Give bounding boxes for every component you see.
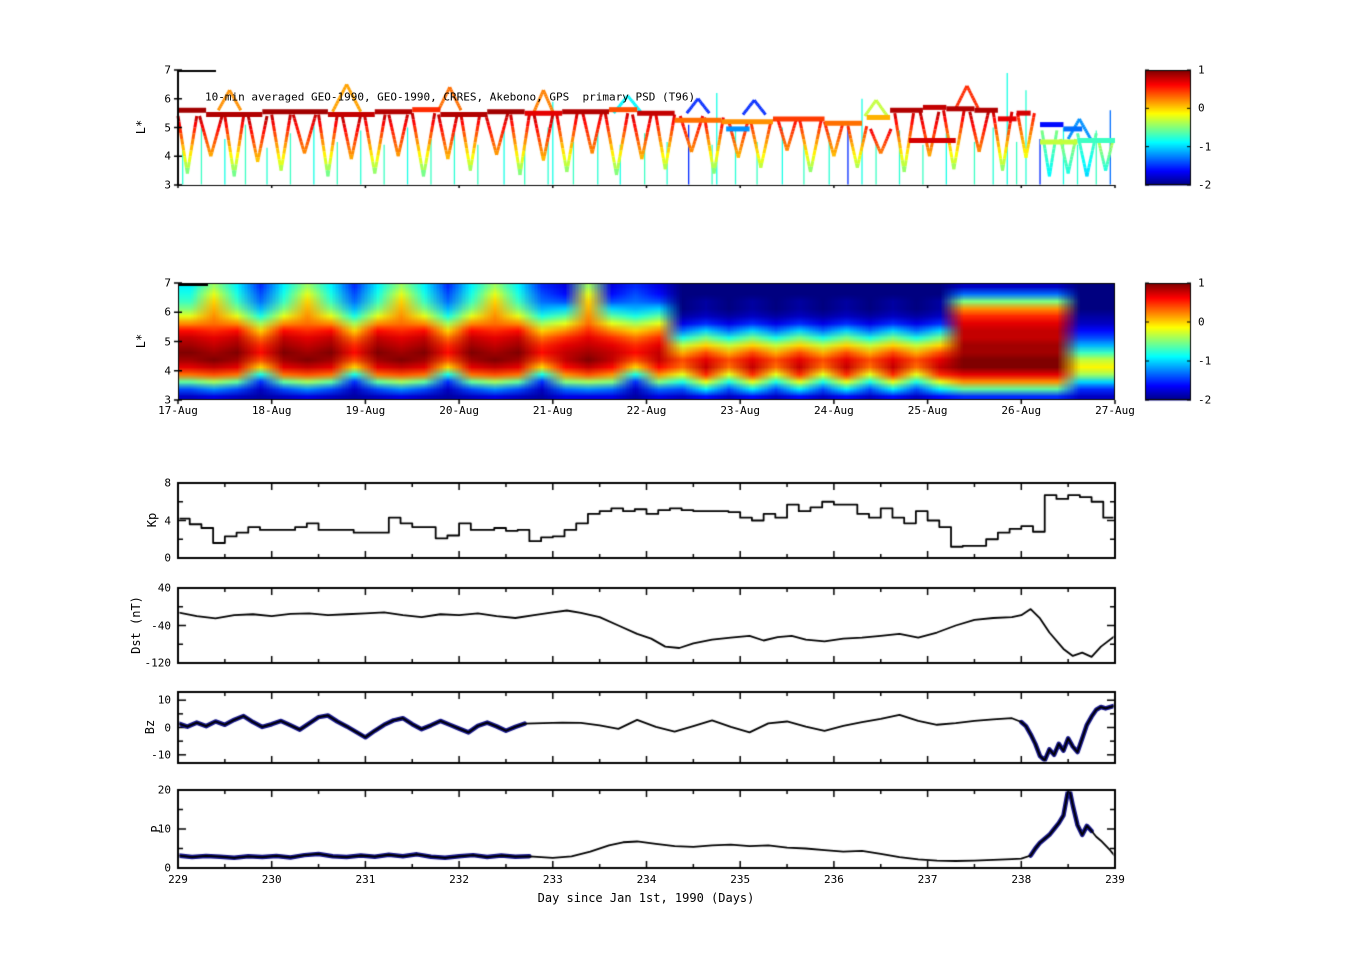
psd-scatter-ylabel: L*: [134, 119, 148, 135]
tick-label: 0: [164, 861, 171, 875]
tick-label: 0: [164, 551, 171, 565]
tick-label: 8: [164, 476, 171, 490]
tick-label: 7: [164, 63, 171, 77]
tick-label: 239: [1105, 873, 1125, 886]
tick-label: 236: [823, 873, 844, 886]
tick-label: 10: [157, 822, 171, 836]
tick-label: -2: [1198, 178, 1212, 192]
tick-label: 4: [164, 149, 171, 163]
tick-label: 0: [1198, 315, 1205, 329]
tick-label: 21-Aug: [532, 404, 573, 417]
tick-label: 6: [164, 92, 171, 106]
tick-label: 1: [1198, 276, 1205, 290]
tick-label: 4: [164, 364, 171, 378]
x-axis-label: Day since Jan 1st, 1990 (Days): [537, 891, 755, 905]
tick-label: 26-Aug: [1001, 404, 1042, 417]
tick-label: 27-Aug: [1095, 404, 1135, 417]
tick-label: -1: [1198, 354, 1212, 368]
tick-label: 233: [542, 873, 563, 886]
tick-label: 17-Aug: [158, 404, 198, 417]
tick-label: 237: [917, 873, 938, 886]
tick-label: 19-Aug: [345, 404, 386, 417]
tick-label: 0: [1198, 101, 1205, 115]
tick-label: 18-Aug: [251, 404, 292, 417]
dst-ylabel: Dst (nT): [129, 596, 143, 654]
tick-label: 231: [355, 873, 376, 886]
tick-label: 229: [168, 873, 188, 886]
tick-label: 40: [157, 581, 171, 595]
kp-ylabel: Kp: [145, 512, 159, 528]
tick-label: 238: [1011, 873, 1032, 886]
tick-label: -2: [1198, 393, 1212, 407]
tick-label: 6: [164, 305, 171, 319]
tick-label: 3: [164, 178, 171, 192]
tick-label: 232: [449, 873, 470, 886]
tick-label: 24-Aug: [814, 404, 854, 417]
tick-label: 20-Aug: [439, 404, 479, 417]
tick-label: 1: [1198, 63, 1205, 77]
tick-label: 234: [636, 873, 657, 886]
tick-label: 22-Aug: [626, 404, 667, 417]
psd-heatmap-ylabel: L*: [134, 333, 148, 349]
tick-label: 10: [157, 693, 171, 707]
tick-label: 0: [164, 721, 171, 734]
bz-ylabel: Bz: [143, 719, 157, 735]
tick-label: 5: [164, 121, 171, 134]
tick-label: -1: [1198, 140, 1212, 154]
tick-label: 4: [164, 514, 171, 527]
tick-label: 23-Aug: [720, 404, 761, 417]
tick-label: 20: [157, 783, 171, 797]
tick-label: 235: [730, 873, 751, 886]
tick-label: 230: [261, 873, 282, 886]
tick-label: 5: [164, 335, 171, 348]
tick-label: -10: [151, 748, 171, 762]
tick-label: 3: [164, 393, 171, 407]
psd-title: 10-min averaged GEO-1990, GEO-1990, CRRE…: [205, 90, 696, 104]
tick-label: -120: [144, 656, 172, 670]
tick-label: 25-Aug: [907, 404, 948, 417]
tick-label: -40: [151, 619, 171, 632]
tick-label: 7: [164, 276, 171, 290]
